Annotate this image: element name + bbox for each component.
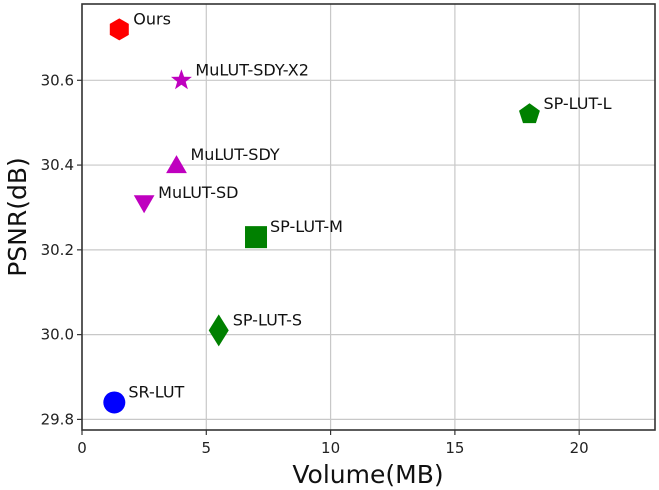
triangle-down-marker [133, 195, 155, 214]
data-point: SP-LUT-M [245, 217, 343, 249]
triangle-up-marker [166, 155, 187, 174]
point-label: SR-LUT [128, 382, 184, 401]
data-point: SP-LUT-L [519, 94, 612, 124]
point-label: SP-LUT-L [543, 94, 611, 113]
point-label: MuLUT-SDY-X2 [195, 60, 308, 79]
point-label: MuLUT-SDY [190, 145, 279, 164]
grid-lines [81, 4, 655, 430]
x-tick-label: 0 [77, 439, 87, 457]
y-axis-ticks: 29.8 30.0 30.2 30.4 30.6 [41, 71, 82, 428]
data-point: Ours [109, 9, 171, 41]
plot-frame [81, 3, 656, 431]
point-label: MuLUT-SD [158, 183, 238, 202]
point-label: SP-LUT-S [233, 310, 302, 329]
point-label: Ours [133, 9, 171, 28]
diamond-marker [208, 314, 229, 347]
x-tick-label: 20 [570, 439, 589, 457]
data-point: MuLUT-SDY-X2 [171, 60, 309, 90]
x-axis-ticks: 0 5 10 15 20 [77, 430, 589, 457]
star-marker [171, 69, 192, 90]
square-marker [245, 226, 268, 249]
point-label: SP-LUT-M [270, 217, 343, 236]
data-points: Ours MuLUT-SDY-X2 SP-LUT-L MuLUT-SDY MuLUT-S… [103, 9, 612, 414]
y-tick-label: 30.6 [41, 71, 74, 89]
data-point: SR-LUT [103, 382, 185, 414]
pentagon-marker [519, 103, 540, 124]
data-point: MuLUT-SDY [166, 145, 280, 174]
data-point: SP-LUT-S [208, 310, 302, 347]
x-tick-label: 15 [445, 439, 464, 457]
y-tick-label: 30.4 [41, 156, 74, 174]
x-axis-label: Volume(MB) [292, 460, 443, 489]
y-tick-label: 29.8 [41, 410, 74, 428]
x-tick-label: 5 [202, 439, 212, 457]
y-tick-label: 30.2 [41, 241, 74, 259]
data-point: MuLUT-SD [133, 183, 238, 214]
y-axis-label: PSNR(dB) [3, 157, 32, 277]
circle-marker [103, 391, 126, 414]
y-tick-label: 30.0 [41, 326, 74, 344]
x-tick-label: 10 [321, 439, 340, 457]
hexagon-marker [109, 18, 129, 41]
